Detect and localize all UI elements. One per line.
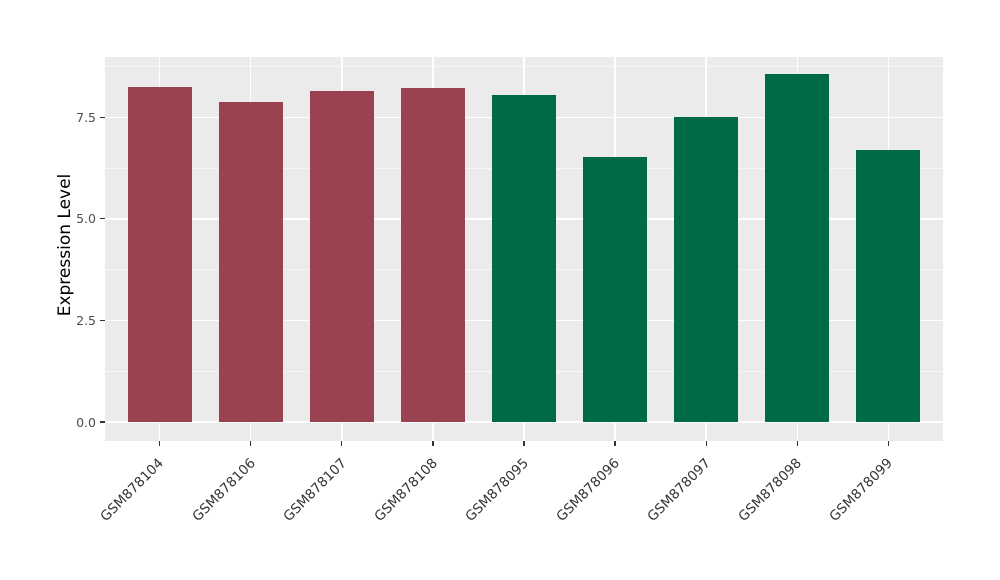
y-axis-title: Expression Level — [55, 173, 75, 317]
x-tick-mark — [523, 441, 525, 446]
y-tick-mark — [100, 116, 105, 118]
bar — [218, 102, 283, 423]
y-tick-label: 7.5 — [76, 109, 96, 125]
x-tick-mark — [159, 441, 161, 446]
x-tick-mark — [250, 441, 252, 446]
x-tick-label-holder: GSM878099 — [690, 450, 896, 524]
x-tick-mark — [614, 441, 616, 446]
x-tick-label: GSM878099 — [826, 455, 897, 525]
x-tick-mark — [705, 441, 707, 446]
bar — [765, 74, 830, 423]
bar — [309, 90, 374, 423]
plot-panel — [105, 57, 943, 441]
y-tick-label: 5.0 — [76, 211, 96, 227]
y-tick-label: 2.5 — [76, 312, 96, 328]
bar — [127, 86, 192, 423]
x-tick-mark — [887, 441, 889, 446]
bar — [401, 88, 465, 423]
bar — [856, 150, 921, 423]
bar — [492, 94, 556, 423]
y-tick-mark — [100, 421, 105, 423]
y-tick-mark — [100, 218, 105, 220]
y-tick-label: 0.0 — [76, 414, 96, 430]
y-tick-mark — [100, 319, 105, 322]
x-tick-mark — [432, 441, 434, 446]
x-tick-mark — [341, 441, 343, 446]
x-tick-mark — [796, 441, 798, 446]
bar — [583, 157, 647, 423]
bar — [674, 117, 739, 423]
